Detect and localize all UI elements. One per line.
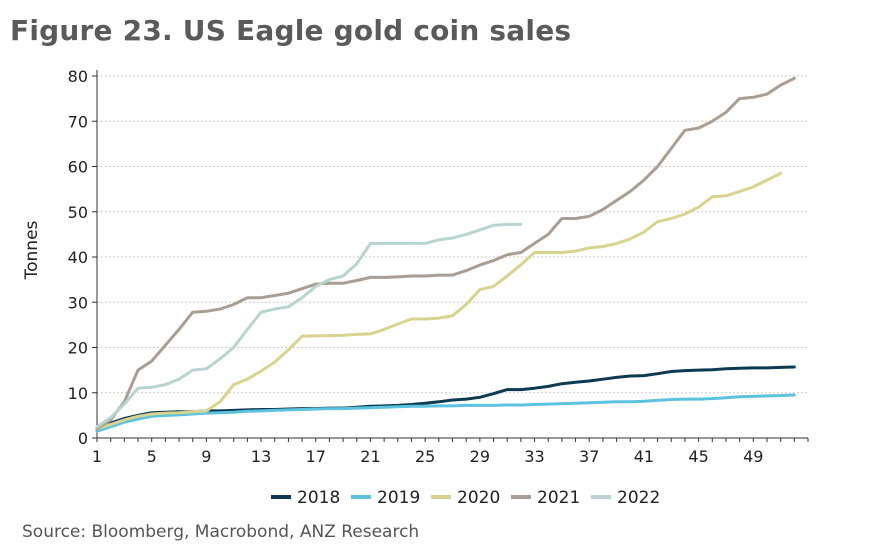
x-tick-label: 1 bbox=[92, 447, 102, 466]
y-tick-label: 10 bbox=[68, 384, 88, 403]
legend-label-2018: 2018 bbox=[297, 488, 340, 508]
y-axis-title: Tonnes bbox=[22, 220, 42, 280]
y-tick-label: 60 bbox=[68, 158, 88, 177]
source-note: Source: Bloomberg, Macrobond, ANZ Resear… bbox=[22, 522, 420, 542]
x-tick-label: 13 bbox=[251, 447, 271, 466]
x-tick-label: 25 bbox=[415, 447, 435, 466]
legend: 2018 2019 2020 2021 2022 bbox=[271, 488, 660, 508]
y-tick-label: 40 bbox=[68, 248, 88, 267]
x-tick-label: 33 bbox=[524, 447, 544, 466]
series-line-2018 bbox=[95, 365, 796, 431]
x-tick-label: 21 bbox=[360, 447, 380, 466]
y-tick-label: 80 bbox=[68, 67, 88, 86]
legend-label-2020: 2020 bbox=[457, 488, 500, 508]
y-tick-label: 30 bbox=[68, 293, 88, 312]
x-tick-label: 45 bbox=[688, 447, 708, 466]
y-tick-label: 70 bbox=[68, 112, 88, 131]
series-line-2020 bbox=[95, 171, 783, 431]
x-tick-label: 41 bbox=[634, 447, 654, 466]
legend-label-2021: 2021 bbox=[537, 488, 580, 508]
x-tick-label: 17 bbox=[306, 447, 326, 466]
y-tick-labels: 0 10 20 30 40 50 60 70 80 bbox=[68, 67, 88, 448]
x-tick-label: 5 bbox=[147, 447, 157, 466]
legend-label-2019: 2019 bbox=[377, 488, 420, 508]
chart-title: Figure 23. US Eagle gold coin sales bbox=[10, 14, 572, 47]
x-tick-label: 37 bbox=[579, 447, 599, 466]
series-line-2022 bbox=[95, 222, 523, 429]
y-tick-label: 20 bbox=[68, 339, 88, 358]
series-line-2021 bbox=[95, 76, 796, 431]
y-tick-label: 50 bbox=[68, 203, 88, 222]
series-lines bbox=[95, 76, 796, 433]
grid-lines bbox=[97, 75, 808, 394]
x-tick-label: 49 bbox=[743, 447, 763, 466]
axes bbox=[92, 70, 809, 442]
x-tick-label: 29 bbox=[470, 447, 490, 466]
x-tick-label: 9 bbox=[201, 447, 211, 466]
legend-label-2022: 2022 bbox=[617, 488, 660, 508]
y-tick-label: 0 bbox=[78, 429, 88, 448]
x-tick-labels: 1 5 9 13 17 21 25 29 33 37 41 45 49 bbox=[92, 447, 764, 466]
series-line-2019 bbox=[95, 393, 796, 433]
